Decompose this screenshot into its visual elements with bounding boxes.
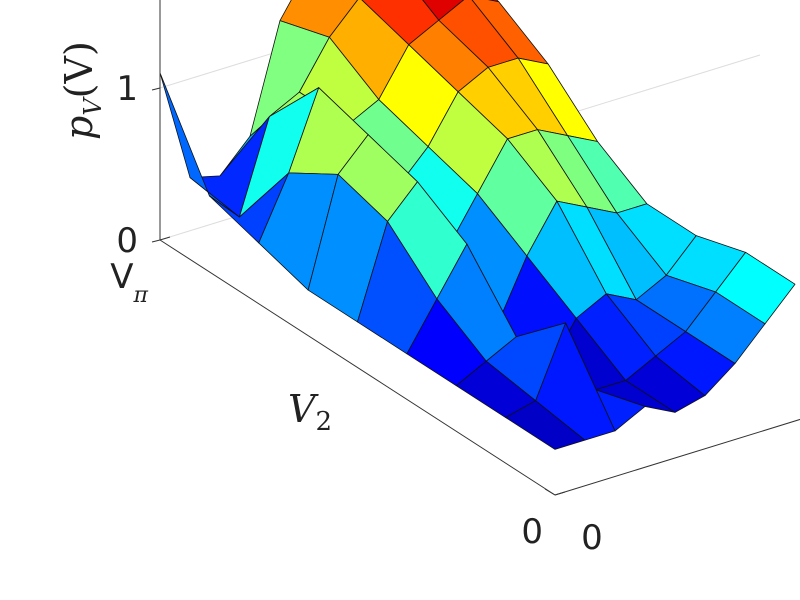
surface-patch	[422, 0, 465, 21]
z-tick	[151, 239, 161, 243]
x-tick	[554, 491, 566, 496]
y-tick-label: 0	[581, 518, 603, 558]
y-tick	[544, 488, 556, 496]
z-axis-label: pV(V)	[57, 41, 107, 140]
z-tick	[151, 87, 161, 91]
grid-line	[159, 0, 448, 89]
surface-patch	[505, 400, 586, 450]
surface	[159, 0, 796, 450]
x-tick-label: 0	[521, 512, 543, 552]
z-tick-label: 1	[116, 69, 138, 109]
x-axis-label: V2	[288, 387, 332, 437]
y-axis	[554, 418, 800, 496]
z-tick-label: 0	[116, 221, 138, 261]
x-axis	[159, 239, 556, 496]
x-tick-label: Vπ	[110, 257, 148, 308]
x-tick	[159, 236, 171, 241]
